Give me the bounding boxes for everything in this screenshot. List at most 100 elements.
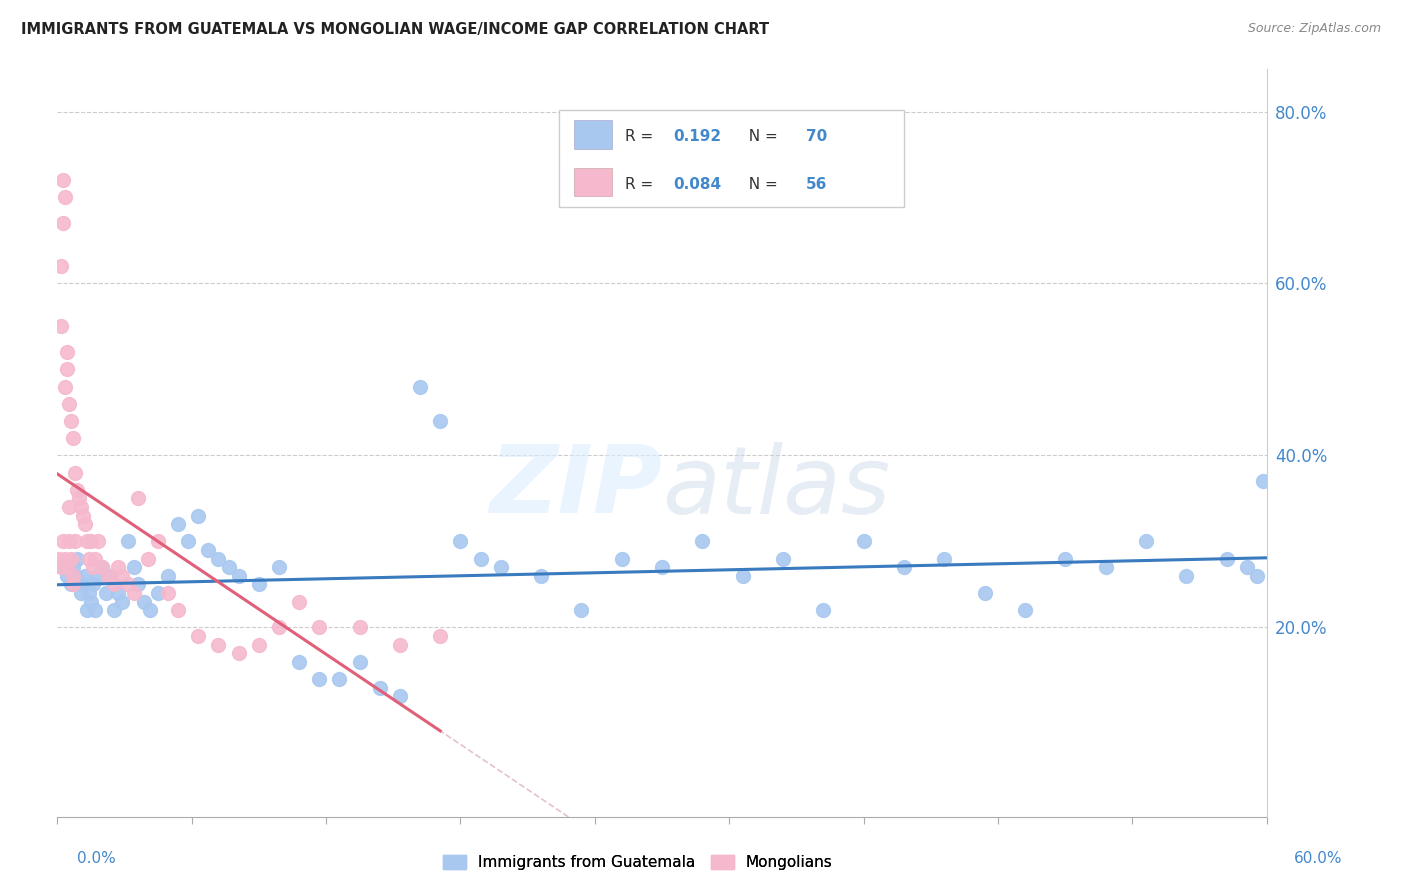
Point: [139, 603, 162, 617]
Point: [90, 560, 112, 574]
Point: [1175, 569, 1198, 583]
Text: 0.0%: 0.0%: [77, 851, 117, 865]
Point: [48, 551, 70, 566]
Point: [70, 500, 93, 514]
Point: [1135, 534, 1157, 549]
Point: [349, 655, 371, 669]
Point: [60, 551, 83, 566]
Point: [146, 586, 169, 600]
Text: 60.0%: 60.0%: [1295, 851, 1343, 865]
Point: [65, 534, 87, 549]
Point: [1094, 560, 1116, 574]
Point: [187, 508, 209, 523]
Point: [449, 534, 471, 549]
Text: IMMIGRANTS FROM GUATEMALA VS MONGOLIAN WAGE/INCOME GAP CORRELATION CHART: IMMIGRANTS FROM GUATEMALA VS MONGOLIAN W…: [21, 22, 769, 37]
Point: [167, 517, 190, 532]
Text: 70: 70: [806, 129, 827, 145]
Text: Source: ZipAtlas.com: Source: ZipAtlas.com: [1247, 22, 1381, 36]
Point: [1014, 603, 1036, 617]
Point: [308, 672, 330, 686]
Point: [117, 534, 139, 549]
Point: [187, 629, 209, 643]
Point: [51, 260, 73, 274]
Point: [218, 560, 240, 574]
Point: [62, 431, 84, 445]
Point: [731, 569, 754, 583]
Legend: Immigrants from Guatemala, Mongolians: Immigrants from Guatemala, Mongolians: [437, 848, 839, 876]
Point: [136, 551, 159, 566]
Point: [65, 466, 87, 480]
Point: [247, 577, 270, 591]
Point: [62, 569, 84, 583]
Point: [94, 586, 117, 600]
Point: [79, 551, 101, 566]
Point: [107, 560, 129, 574]
Point: [53, 190, 76, 204]
Point: [86, 534, 108, 549]
Point: [52, 560, 75, 574]
Point: [122, 586, 145, 600]
Point: [288, 655, 311, 669]
Point: [56, 569, 79, 583]
Point: [368, 681, 391, 695]
Point: [167, 603, 190, 617]
Text: ZIP: ZIP: [489, 442, 662, 533]
Point: [571, 603, 593, 617]
Point: [228, 646, 250, 660]
Point: [651, 560, 673, 574]
Text: atlas: atlas: [662, 442, 890, 533]
Text: R =: R =: [624, 177, 658, 192]
Point: [388, 638, 411, 652]
Point: [308, 620, 330, 634]
Text: N =: N =: [740, 177, 783, 192]
Point: [72, 508, 94, 523]
Point: [84, 603, 107, 617]
Point: [111, 569, 134, 583]
Point: [177, 534, 200, 549]
Point: [98, 569, 121, 583]
Point: [247, 638, 270, 652]
Point: [53, 551, 76, 566]
Point: [267, 620, 290, 634]
Point: [90, 560, 112, 574]
Point: [62, 560, 84, 574]
Point: [157, 586, 180, 600]
Point: [973, 586, 995, 600]
Point: [76, 603, 98, 617]
Text: 56: 56: [806, 177, 827, 192]
Point: [82, 577, 104, 591]
Text: 0.192: 0.192: [673, 129, 721, 145]
Point: [65, 569, 87, 583]
Point: [267, 560, 290, 574]
Point: [70, 586, 93, 600]
Point: [52, 216, 75, 230]
Point: [117, 577, 139, 591]
Point: [80, 534, 103, 549]
Point: [349, 620, 371, 634]
Point: [1251, 474, 1274, 488]
Point: [1215, 551, 1237, 566]
Point: [127, 491, 149, 506]
Point: [1246, 569, 1268, 583]
Point: [692, 534, 714, 549]
Point: [852, 534, 875, 549]
Point: [75, 517, 97, 532]
Bar: [574, 168, 613, 196]
Point: [288, 594, 311, 608]
Point: [328, 672, 350, 686]
Point: [103, 577, 125, 591]
Point: [207, 551, 229, 566]
Point: [66, 483, 89, 497]
Point: [111, 594, 134, 608]
Point: [52, 173, 75, 187]
Point: [86, 569, 108, 583]
Point: [388, 689, 411, 703]
Point: [772, 551, 794, 566]
Point: [1236, 560, 1258, 574]
Point: [197, 543, 219, 558]
Point: [207, 638, 229, 652]
Point: [813, 603, 835, 617]
Text: R =: R =: [624, 129, 658, 145]
Point: [60, 414, 83, 428]
Point: [51, 319, 73, 334]
